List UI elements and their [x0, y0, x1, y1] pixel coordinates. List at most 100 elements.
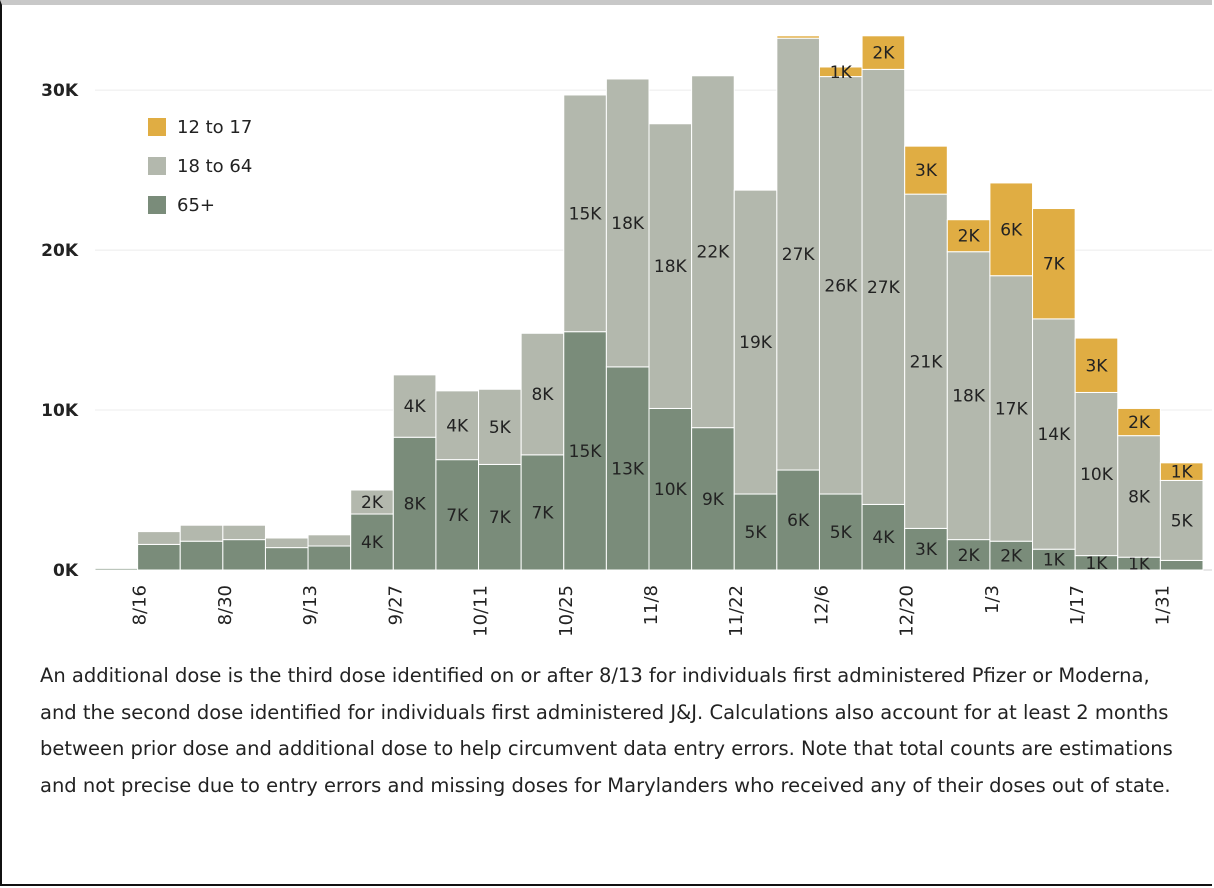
bar-segment: [605, 366, 650, 571]
note: An additional dose is the third dose ide…: [40, 664, 1173, 797]
data-label: 1K: [1085, 554, 1108, 574]
legend-label: 12 to 17: [177, 117, 252, 138]
bar-segment: [520, 332, 565, 456]
x-tick-label: 1/17: [1067, 585, 1088, 625]
data-label: 8K: [531, 385, 554, 405]
x-tick-label: 1/3: [982, 585, 1003, 614]
bar-segment: [264, 547, 309, 571]
bar-segment: [861, 503, 906, 571]
data-label: 27K: [782, 245, 816, 265]
bar-segment: [733, 493, 778, 571]
x-tick-label: 11/8: [641, 585, 662, 625]
data-label: 18K: [952, 387, 986, 407]
data-label: 6K: [787, 511, 810, 531]
data-label: 2K: [361, 493, 384, 513]
bar-segment: [520, 454, 565, 571]
x-tick-label: 10/11: [471, 585, 492, 637]
data-label: 3K: [1085, 356, 1108, 376]
bar-segment: [179, 540, 224, 571]
data-label: 1K: [1128, 555, 1151, 575]
data-label: 5K: [745, 523, 768, 543]
data-label: 5K: [1171, 511, 1194, 531]
x-tick-label: 9/13: [300, 585, 321, 625]
bar-segment: [137, 543, 181, 571]
data-label: 7K: [489, 508, 512, 528]
data-label: 2K: [872, 44, 895, 64]
bar-segment: [307, 534, 352, 547]
data-label: 7K: [446, 506, 469, 526]
y-tick-label: 20K: [41, 241, 79, 261]
data-label: 26K: [824, 276, 858, 296]
bar-segment: [818, 76, 863, 495]
legend-label: 18 to 64: [177, 156, 252, 177]
bar-segment: [904, 527, 948, 571]
data-label: 17K: [995, 399, 1029, 419]
legend-swatch: [148, 157, 166, 175]
bar-segment: [1159, 479, 1204, 561]
bar-segment: [605, 78, 650, 368]
data-label: 9K: [702, 490, 725, 510]
data-label: 27K: [867, 278, 901, 298]
data-label: 5K: [830, 523, 853, 543]
bar-segment: [264, 537, 309, 549]
legend-swatch: [148, 196, 166, 214]
data-label: 21K: [910, 352, 944, 372]
data-label: 15K: [569, 442, 603, 462]
data-label: 4K: [361, 533, 384, 553]
bar-segment: [1159, 559, 1204, 571]
data-label: 8K: [404, 495, 427, 515]
x-tick-label: 11/22: [726, 585, 747, 637]
y-tick-label: 30K: [41, 81, 79, 101]
data-label: 2K: [958, 227, 981, 247]
legend-label: 65+: [177, 195, 215, 216]
bar-segment: [1117, 407, 1161, 437]
data-label: 10K: [654, 480, 688, 500]
data-label: 10K: [1080, 465, 1114, 485]
data-label: 2K: [958, 546, 981, 566]
y-tick-label: 10K: [41, 401, 79, 421]
bar-segment: [478, 388, 522, 465]
data-label: 6K: [1000, 220, 1023, 240]
bar-segment: [861, 35, 906, 70]
bar-segment: [1032, 208, 1076, 320]
bar-segment: [946, 219, 991, 253]
x-tick-label: 12/6: [811, 585, 832, 625]
data-label: 1K: [1171, 463, 1194, 483]
x-tick-label: 12/20: [897, 585, 918, 637]
data-label: 7K: [531, 503, 554, 523]
data-label: 1K: [830, 63, 853, 83]
bar-segment: [989, 182, 1034, 277]
data-label: 5K: [489, 418, 512, 438]
bar-segment: [307, 545, 352, 571]
bar-segment: [1074, 391, 1119, 557]
bar-segment: [1117, 435, 1161, 558]
bar-segment: [563, 94, 607, 333]
x-tick-label: 8/16: [130, 585, 151, 625]
chart: 0K 10K 20K 30K 8/16 8/30 9/13 4K 2K 8K 4K 9/27 7K 4K 7…: [41, 35, 1212, 637]
data-label: 4K: [404, 397, 427, 417]
bar-segment: [776, 469, 820, 571]
bar-segment: [1074, 337, 1119, 393]
bar-segment: [946, 539, 991, 571]
bar-segment: [989, 540, 1034, 571]
legend-swatch: [148, 118, 166, 136]
data-label: 3K: [915, 161, 938, 181]
bar-segment: [94, 567, 139, 571]
bar-segment: [776, 37, 820, 471]
y-tick-label: 0K: [53, 561, 79, 581]
bar-segment: [733, 189, 778, 495]
x-tick-label: 9/27: [385, 585, 406, 625]
data-label: 13K: [611, 459, 645, 479]
data-label: 4K: [446, 416, 469, 436]
x-tick-label: 1/31: [1152, 585, 1173, 625]
data-label: 2K: [1000, 547, 1023, 567]
bar-segment: [776, 35, 820, 39]
bar-segment: [1032, 318, 1076, 550]
data-label: 7K: [1043, 255, 1066, 275]
bar-segment: [648, 123, 693, 409]
data-label: 18K: [611, 214, 645, 234]
data-label: 2K: [1128, 413, 1151, 433]
data-label: 19K: [739, 333, 773, 353]
